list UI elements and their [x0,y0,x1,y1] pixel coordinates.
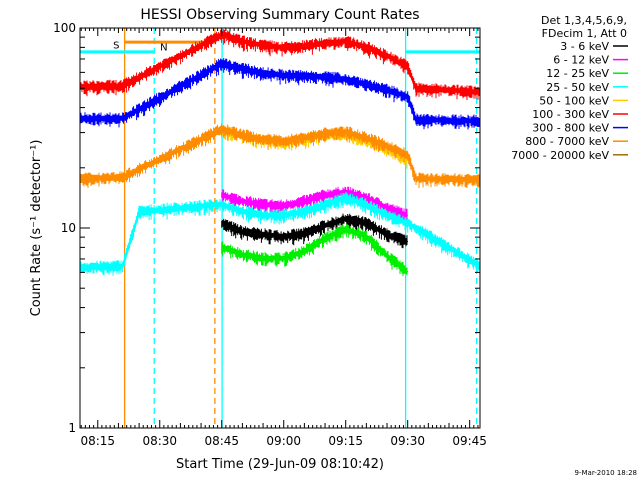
series-1 [221,186,409,223]
y-axis-label: Count Rate (s⁻¹ detector⁻¹) [29,140,44,317]
legend-label-7: 800 - 7000 keV [525,135,609,148]
y-tick-label-2: 100 [53,21,76,35]
series-noise-2 [221,223,408,277]
x-tick-label-6: 09:45 [452,434,487,448]
footer-date: 9-Mar-2010 18:28 [575,469,637,477]
legend-label-8: 7000 - 20000 keV [511,149,609,162]
series-noise-7 [79,123,481,189]
series-noise-0 [221,213,408,249]
legend-header-line-0: Det 1,3,4,5,6,9, [541,14,627,27]
legend-label-0: 3 - 6 keV [560,40,609,53]
annotation-s: S [113,40,119,51]
legend-label-4: 50 - 100 keV [539,94,609,107]
legend-label-5: 100 - 300 keV [532,108,609,121]
chart-title: HESSI Observing Summary Count Rates [140,7,419,23]
legend-label-3: 25 - 50 keV [546,81,609,94]
legend-label-1: 6 - 12 keV [553,54,609,67]
legend: Det 1,3,4,5,6,9,FDecim 1, Att 03 - 6 keV… [511,14,628,162]
y-axis: 1 10 100 [53,21,480,435]
series-noise-5 [79,29,481,101]
x-tick-label-5: 09:30 [390,434,425,448]
series-noise-6 [79,58,481,130]
series-2 [221,223,409,277]
x-tick-label-0: 08:15 [80,434,115,448]
series-6 [79,58,481,130]
y-tick-label-0: 1 [68,421,76,435]
legend-label-2: 12 - 25 keV [546,67,609,80]
x-tick-label-1: 08:30 [142,434,177,448]
y-tick-label-1: 10 [61,221,76,235]
x-axis-label: Start Time (29-Jun-09 08:10:42) [176,457,384,472]
series-lines [79,29,481,277]
legend-header-line-1: FDecim 1, Att 0 [542,27,627,40]
series-0 [221,213,409,249]
series-7 [79,123,481,189]
x-tick-label-3: 09:00 [266,434,301,448]
series-5 [79,29,481,101]
annotation-n: N [160,43,167,54]
x-axis: 08:15 08:30 08:45 09:00 09:15 09:30 09:45 [80,28,487,448]
x-tick-label-2: 08:45 [204,434,239,448]
legend-label-6: 300 - 800 keV [532,122,609,135]
x-tick-label-4: 09:15 [328,434,363,448]
